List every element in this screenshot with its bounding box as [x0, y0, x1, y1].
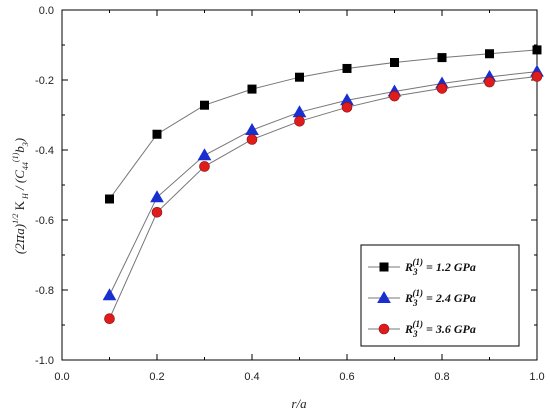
data-point-square — [200, 100, 209, 110]
x-tick-label: 0.2 — [149, 371, 164, 383]
x-tick-label: 0.0 — [54, 371, 69, 383]
data-point-triangle — [102, 288, 117, 301]
series-line — [109, 76, 538, 319]
y-tick-label: -0.8 — [35, 285, 54, 297]
data-point-square — [247, 84, 257, 94]
data-point-circle — [484, 76, 495, 88]
legend-label: R3(1) = 2.4 GPa — [404, 288, 476, 308]
x-tick-label: 0.6 — [339, 371, 354, 383]
data-point-square — [105, 194, 114, 204]
legend-item: R3(1) = 1.2 GPa — [368, 257, 476, 277]
y-tick-label: -0.6 — [35, 215, 54, 227]
data-point-square — [342, 63, 352, 73]
legend-label: R3(1) = 3.6 GPa — [404, 319, 476, 339]
series-layer — [102, 45, 544, 325]
series-line — [109, 71, 538, 296]
legend-item: R3(1) = 2.4 GPa — [368, 288, 476, 308]
data-point-square — [532, 45, 542, 55]
legend-marker-triangle — [377, 290, 391, 303]
y-axis-label: (2πa)1/2 K H / (C44(1)b3) — [11, 138, 30, 254]
data-point-square — [390, 58, 399, 67]
data-point-circle — [246, 134, 258, 145]
data-point-triangle — [197, 148, 212, 161]
data-point-circle — [104, 313, 115, 325]
x-tick-label: 1.0 — [529, 371, 544, 383]
series-square — [105, 45, 542, 204]
svg-text:(2πa)1/2 K H / (C44(1)b3): (2πa)1/2 K H / (C44(1)b3) — [11, 138, 30, 254]
data-point-circle — [341, 102, 353, 113]
legend-label: R3(1) = 1.2 GPa — [404, 257, 476, 277]
series-circle — [104, 71, 543, 325]
legend-marker-circle — [378, 323, 390, 335]
data-point-circle — [389, 90, 400, 102]
legend-marker-square — [379, 262, 389, 272]
y-tick-label: -0.4 — [35, 145, 54, 157]
data-point-circle — [436, 83, 448, 94]
x-tick-label: 0.8 — [434, 371, 449, 383]
x-tick-label: 0.4 — [244, 371, 259, 383]
data-point-circle — [151, 207, 163, 218]
x-axis-label: r/a — [291, 396, 307, 411]
series-line — [109, 49, 538, 200]
axes: 0.0 0.2 0.4 0.6 0.8 1.0 0.0 -0.2 -0.4 -0.6 -0.8 -1.… — [35, 5, 545, 383]
data-point-triangle — [245, 123, 259, 136]
data-point-square — [152, 129, 162, 139]
data-point-square — [295, 72, 304, 82]
y-tick-label: -0.2 — [35, 75, 54, 87]
data-point-circle — [199, 161, 210, 172]
legend-item: R3(1) = 3.6 GPa — [368, 319, 476, 339]
data-point-triangle — [150, 190, 164, 203]
data-point-square — [485, 49, 494, 59]
y-tick-label: 0.0 — [39, 5, 54, 17]
y-tick-label: -1.0 — [35, 355, 54, 367]
data-point-circle — [531, 71, 543, 82]
legend: R3(1) = 1.2 GPa R3(1) = 2.4 GPa R3(1) = 3.… — [360, 244, 520, 347]
data-point-square — [437, 53, 447, 63]
data-point-circle — [294, 116, 305, 127]
